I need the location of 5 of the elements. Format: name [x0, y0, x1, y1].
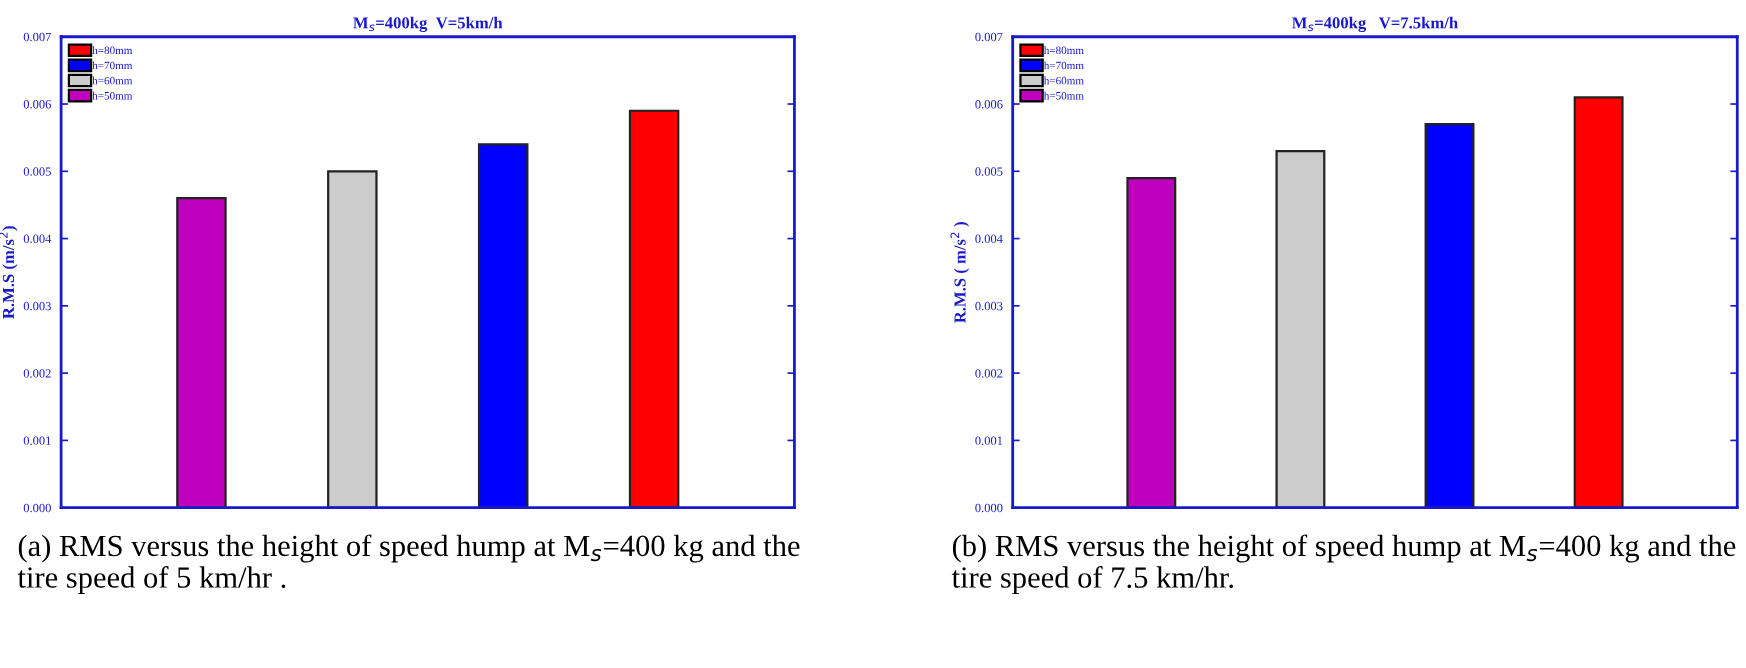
y-axis-title: R.M.S ( m/s$^{2}$ )	[950, 222, 970, 324]
text: (b) RMS versus the height of speed hump at M$_{s}$=400 kg and the tire speed of 7.5 km/hr.	[951, 534, 1736, 595]
chart-title: M$_{s}$=400kg V=7.5km/h	[1292, 16, 1458, 32]
chart-title: M$_{s}$=400kg V=5km/h	[353, 16, 503, 32]
text: (a) RMS versus the height of speed hump at M$_{s}$=400 kg and the tire speed of 5 km/hr .	[17, 534, 800, 595]
